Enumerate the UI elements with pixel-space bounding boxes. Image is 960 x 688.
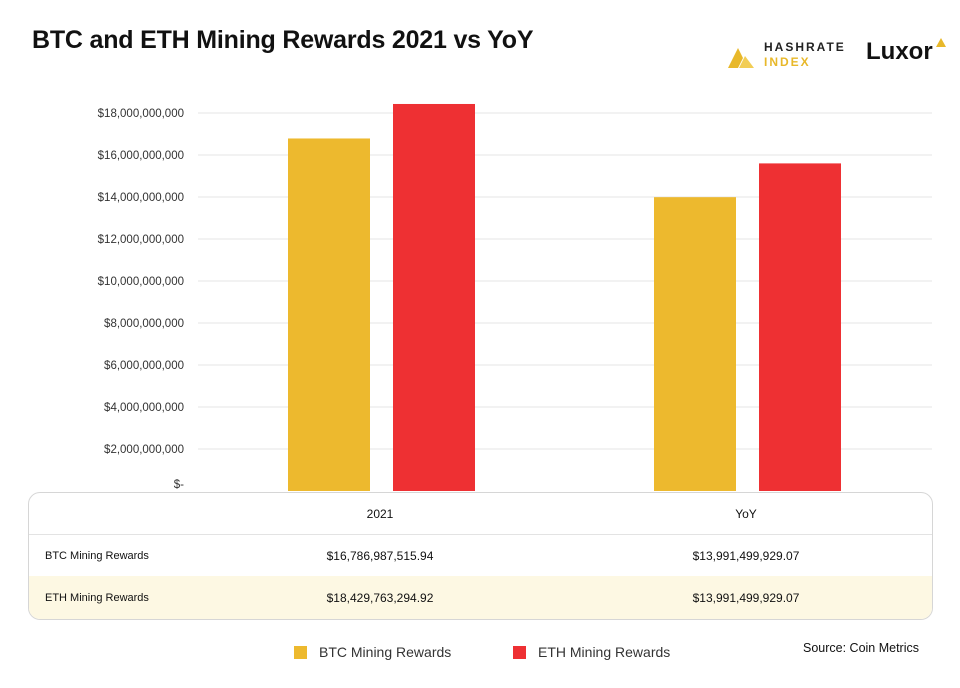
- y-tick-label: $4,000,000,000: [104, 402, 184, 414]
- bar-eth-yoy: [759, 163, 841, 491]
- bar-btc-2021: [288, 138, 370, 491]
- bar-eth-2021: [393, 103, 475, 491]
- cell-btc-yoy: $13,991,499,929.07: [692, 548, 800, 563]
- legend-label-eth: ETH Mining Rewards: [538, 644, 671, 660]
- bars: [288, 103, 841, 491]
- y-tick-label: $6,000,000,000: [104, 360, 184, 372]
- legend-item-eth: ETH Mining Rewards: [513, 644, 670, 660]
- luxor-logo-text: Luxor: [866, 38, 933, 65]
- y-tick-label: $-: [174, 479, 184, 491]
- row-label-eth: ETH Mining Rewards: [45, 591, 149, 604]
- source-note: Source: Coin Metrics: [802, 641, 919, 655]
- legend-swatch-eth: [513, 646, 526, 659]
- legend-label-btc: BTC Mining Rewards: [319, 644, 452, 660]
- y-tick-label: $10,000,000,000: [98, 276, 184, 288]
- hashrate-logo-icon: [728, 48, 754, 68]
- y-tick-label: $2,000,000,000: [104, 444, 184, 456]
- index-logo-text: INDEX: [764, 55, 811, 69]
- table-row: BTC Mining Rewards $16,786,987,515.94 $1…: [29, 535, 932, 576]
- y-tick-label: $16,000,000,000: [98, 150, 184, 162]
- y-tick-label: $8,000,000,000: [104, 318, 184, 330]
- bar-chart: $- $2,000,000,000 $4,000,000,000 $6,000,000…: [98, 103, 932, 491]
- y-tick-label: $12,000,000,000: [98, 234, 184, 246]
- legend-swatch-btc: [294, 646, 307, 659]
- luxor-logo: Luxor: [866, 38, 946, 66]
- cell-btc-2021: $16,786,987,515.94: [326, 548, 434, 563]
- hashrate-index-logo: HASHRATE INDEX: [728, 40, 846, 72]
- bar-btc-yoy: [654, 197, 736, 491]
- y-tick-label: $14,000,000,000: [98, 192, 184, 204]
- y-axis: $- $2,000,000,000 $4,000,000,000 $6,000,000…: [98, 108, 185, 491]
- luxor-triangle-icon: [936, 38, 946, 47]
- cell-eth-yoy: $13,991,499,929.07: [692, 590, 800, 605]
- cell-eth-2021: $18,429,763,294.92: [326, 590, 434, 605]
- legend-item-btc: BTC Mining Rewards: [294, 644, 451, 660]
- table-row: ETH Mining Rewards $18,429,763,294.92 $1…: [29, 576, 932, 619]
- table-header-yoy: YoY: [735, 506, 757, 521]
- chart-title: BTC and ETH Mining Rewards 2021 vs YoY: [32, 26, 534, 54]
- table-header-2021: 2021: [366, 506, 394, 521]
- data-table: 2021 YoY BTC Mining Rewards $16,786,987,…: [28, 492, 933, 620]
- row-label-btc: BTC Mining Rewards: [45, 549, 149, 562]
- table-header-row: 2021 YoY: [29, 493, 932, 535]
- hashrate-logo-text: HASHRATE: [764, 40, 846, 54]
- y-tick-label: $18,000,000,000: [98, 108, 184, 120]
